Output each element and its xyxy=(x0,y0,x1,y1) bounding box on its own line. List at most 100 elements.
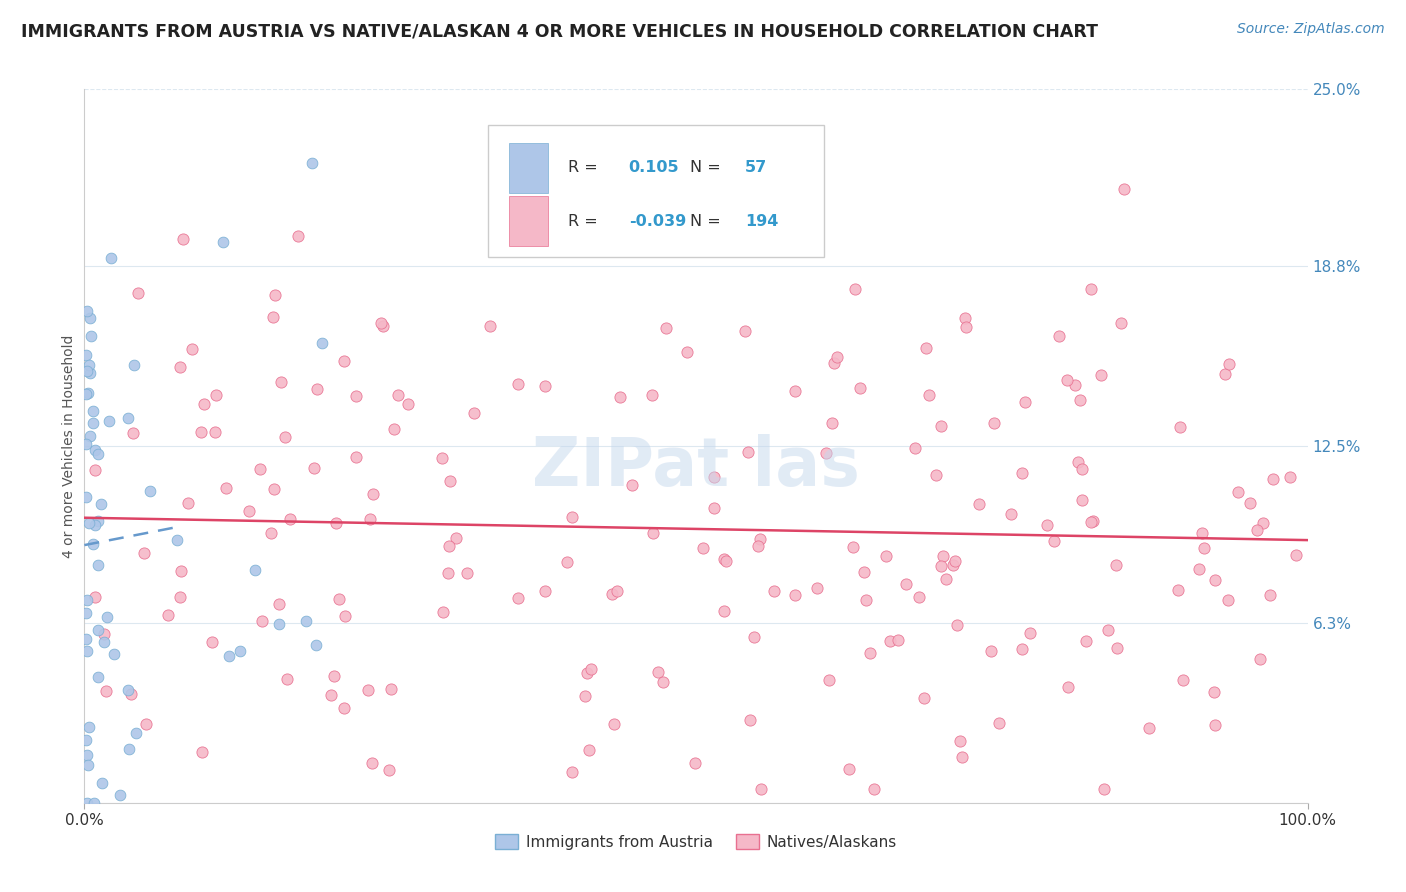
Point xyxy=(75,732,97,747)
Point xyxy=(929,419,952,434)
Point xyxy=(983,416,1005,430)
Point xyxy=(1097,624,1119,638)
Point xyxy=(243,563,266,577)
Point xyxy=(953,310,976,325)
Point xyxy=(1239,496,1261,510)
Point xyxy=(359,512,381,526)
Point xyxy=(935,572,957,586)
Point xyxy=(87,447,110,461)
Point xyxy=(76,593,98,607)
Point xyxy=(79,310,101,325)
Point xyxy=(904,442,927,456)
Point xyxy=(683,756,706,770)
Point xyxy=(821,416,844,430)
Point xyxy=(79,429,101,443)
Point xyxy=(180,342,202,356)
Point xyxy=(749,532,772,546)
Point xyxy=(190,425,212,439)
Text: 194: 194 xyxy=(745,214,779,228)
Point xyxy=(988,716,1011,731)
Point xyxy=(346,450,368,464)
Point xyxy=(817,673,839,687)
Point xyxy=(1251,516,1274,530)
Point xyxy=(737,445,759,459)
Point xyxy=(93,627,115,641)
Point xyxy=(948,734,970,748)
Point xyxy=(97,414,120,428)
Point xyxy=(125,726,148,740)
Point xyxy=(1092,781,1115,796)
Point xyxy=(84,518,107,533)
Point xyxy=(76,747,98,762)
Point xyxy=(823,356,845,370)
Point xyxy=(319,688,342,702)
Point xyxy=(1246,523,1268,537)
Point xyxy=(301,156,323,170)
Point xyxy=(609,390,631,404)
Point xyxy=(647,665,669,679)
Point xyxy=(875,549,897,563)
Point xyxy=(863,781,886,796)
Point xyxy=(643,526,665,541)
Point xyxy=(894,577,917,591)
Point xyxy=(716,553,738,567)
Point xyxy=(1057,680,1080,694)
Point xyxy=(1279,470,1302,484)
Text: ZIPat las: ZIPat las xyxy=(531,434,860,500)
Point xyxy=(1018,625,1040,640)
Point xyxy=(135,717,157,731)
Point xyxy=(79,720,101,734)
Y-axis label: 4 or more Vehicles in Household: 4 or more Vehicles in Household xyxy=(62,334,76,558)
Point xyxy=(1258,588,1281,602)
Point xyxy=(1204,684,1226,698)
Point xyxy=(641,388,664,402)
Point xyxy=(815,446,838,460)
Point xyxy=(333,608,356,623)
Point xyxy=(278,512,301,526)
Point xyxy=(344,389,367,403)
Point xyxy=(652,675,675,690)
Point xyxy=(120,687,142,701)
Point xyxy=(87,670,110,684)
Point xyxy=(602,587,624,601)
Point xyxy=(1063,378,1085,392)
Point xyxy=(328,592,350,607)
Point xyxy=(950,749,973,764)
Point xyxy=(378,764,401,778)
Point xyxy=(762,584,785,599)
Point xyxy=(127,285,149,300)
Point xyxy=(444,531,467,545)
Point xyxy=(371,319,394,334)
Point xyxy=(323,669,346,683)
Point xyxy=(1216,593,1239,607)
Point xyxy=(980,643,1002,657)
FancyBboxPatch shape xyxy=(509,196,548,246)
Point xyxy=(1261,471,1284,485)
Point xyxy=(262,310,284,325)
Point xyxy=(117,683,139,698)
Point xyxy=(1167,582,1189,597)
Point xyxy=(1218,357,1240,371)
Point xyxy=(357,682,380,697)
Point xyxy=(333,354,356,368)
Point xyxy=(945,618,967,632)
Point xyxy=(1036,518,1059,533)
Text: R =: R = xyxy=(568,161,598,175)
Point xyxy=(1042,533,1064,548)
Point xyxy=(82,537,104,551)
Point xyxy=(117,411,139,425)
Point xyxy=(1011,642,1033,657)
Point xyxy=(734,324,756,338)
Point xyxy=(740,713,762,727)
Point xyxy=(91,775,114,789)
Point xyxy=(270,375,292,389)
Point xyxy=(932,549,955,563)
Point xyxy=(703,500,725,515)
Point xyxy=(925,468,948,483)
Point xyxy=(912,690,935,705)
Point xyxy=(967,497,990,511)
Point xyxy=(561,764,583,779)
Point xyxy=(1074,634,1097,648)
Point xyxy=(430,451,453,466)
Point xyxy=(75,606,97,620)
